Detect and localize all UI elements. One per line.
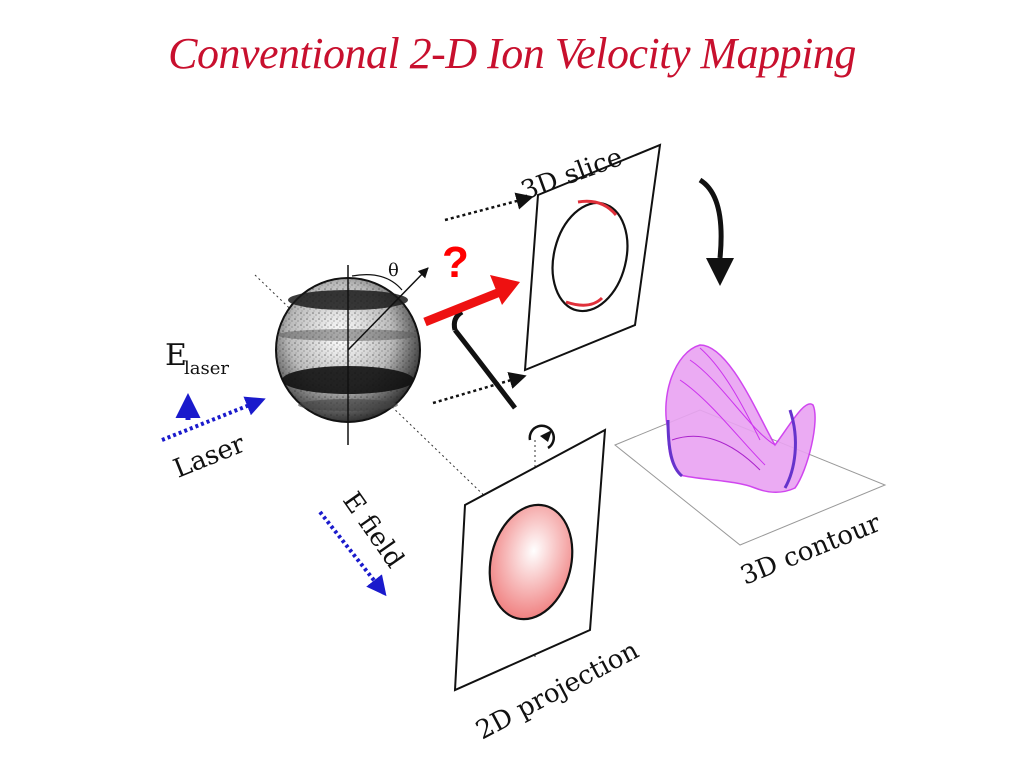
laser-arrows bbox=[161, 393, 266, 442]
rotation-icon bbox=[528, 424, 555, 450]
slide-title: Conventional 2-D Ion Velocity Mapping bbox=[168, 29, 856, 78]
contour-label: 3D contour bbox=[736, 508, 885, 591]
question-mark: ? bbox=[442, 238, 469, 287]
red-arrow bbox=[423, 275, 520, 327]
e-field-arrow bbox=[318, 510, 387, 597]
projection-panel bbox=[453, 428, 607, 692]
slice-panel bbox=[523, 143, 662, 372]
e-laser-label: E bbox=[165, 338, 187, 373]
slice-input-arrows bbox=[432, 192, 534, 405]
ion-sphere bbox=[275, 265, 429, 445]
slice-to-contour-arrow bbox=[698, 177, 734, 286]
e-laser-subscript: laser bbox=[184, 358, 229, 379]
e-field-label: E field bbox=[336, 487, 409, 574]
laser-label: Laser bbox=[169, 429, 249, 485]
theta-label: θ bbox=[388, 260, 399, 281]
contour-surface bbox=[614, 344, 887, 546]
transform-curve bbox=[453, 328, 517, 410]
